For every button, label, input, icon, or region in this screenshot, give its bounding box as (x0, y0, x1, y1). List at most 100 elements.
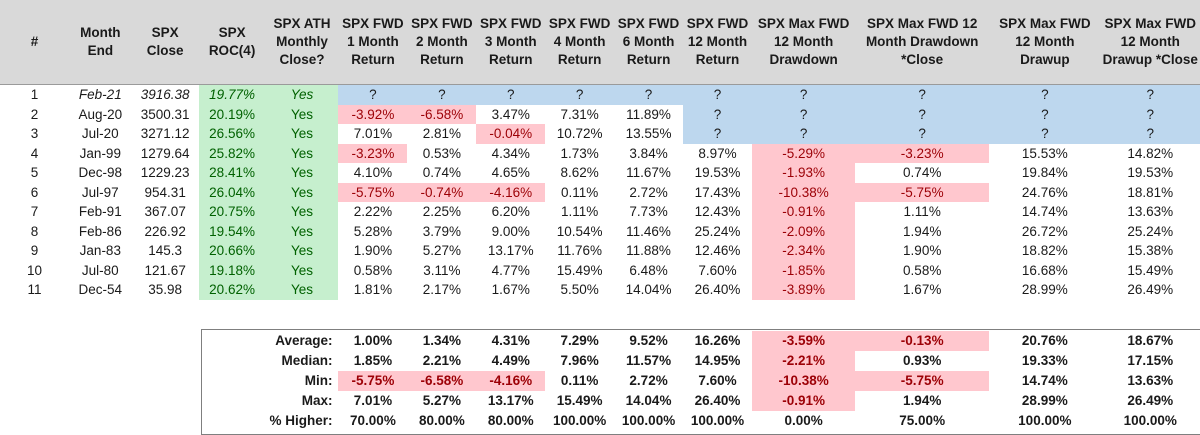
table-cell: Dec-54 (78, 282, 123, 297)
table-cell: 0.74% (422, 165, 461, 180)
table-cell: 35.98 (148, 282, 183, 297)
table-cell: -1.85% (751, 260, 856, 280)
table-cell: 19.53% (694, 165, 741, 180)
column-header: Month End (68, 0, 132, 85)
column-header: SPX Max FWD 12 Month Drawup (989, 0, 1101, 85)
summary-value: 100.00% (1123, 413, 1177, 428)
table-cell: 4 (30, 145, 39, 161)
table-cell: 15.49% (1127, 262, 1174, 278)
table-row: 3 Jul-20 3271.12 26.56% Yes 7.01% 2.81% -0.04% 1… (0, 124, 1200, 144)
summary-row: Average: 1.00% 1.34% 4.31% 7.29% 9.52% 16.26% -… (0, 331, 1200, 351)
table-cell: 1.11% (561, 204, 599, 219)
summary-spacer (132, 371, 199, 391)
table-cell: -3.23% (338, 143, 408, 163)
table-cell: Aug-20 (78, 106, 123, 122)
table-cell: 26.04% (198, 182, 266, 202)
table-cell: 11.67% (626, 165, 671, 180)
table-body: 1 Feb-21 3916.38 19.77% Yes?????????? 2 Aug-20… (0, 84, 1200, 300)
table-cell: 19.54% (198, 221, 266, 241)
summary-label: Min: (304, 373, 333, 388)
table-cell: Feb-86 (78, 223, 122, 239)
table-cell: 25.24% (694, 223, 741, 239)
table-cell: 1.73% (560, 145, 599, 161)
table-cell: 5 (30, 165, 39, 180)
table-cell: 3.11% (423, 262, 461, 278)
summary-value: 28.99% (1021, 393, 1068, 408)
summary-value: 17.15% (1127, 353, 1174, 368)
summary-value: 75.00% (899, 413, 946, 428)
summary-value: 100.00% (1018, 413, 1072, 428)
table-cell: 3.84% (629, 145, 668, 161)
table-cell: 15.53% (1021, 145, 1068, 161)
table-cell: Yes (265, 202, 339, 222)
summary-label: Max: (301, 393, 333, 408)
table-cell: 28.41% (198, 163, 266, 183)
table-cell: Jul-80 (81, 262, 119, 278)
table-cell: Jul-20 (81, 126, 119, 141)
table-cell: 19.18% (198, 260, 266, 280)
table-cell: 1.94% (903, 223, 942, 239)
table-cell: 954.31 (144, 184, 186, 200)
table-cell: 2.17% (422, 282, 461, 297)
table-cell: ? (683, 124, 752, 144)
table-cell: 1229.23 (140, 165, 190, 180)
table-cell: ? (855, 84, 990, 105)
table-cell: 1.67% (491, 282, 530, 297)
table-cell: -4.16% (476, 182, 546, 202)
column-header: SPX Max FWD 12 Month Drawdown (751, 0, 856, 85)
table-cell: 11.88% (626, 243, 671, 258)
table-cell: 1279.64 (140, 145, 190, 161)
table-cell: Jan-83 (79, 243, 121, 258)
table-cell: 20.75% (198, 202, 266, 222)
summary-value: 100.00% (553, 413, 607, 428)
summary-value: 2.21% (422, 353, 461, 368)
table-cell: 3 (30, 126, 39, 141)
table-cell: 0.58% (353, 262, 393, 278)
table-cell: 13.17% (487, 243, 534, 258)
table-cell: -2.09% (751, 221, 856, 241)
table-cell: Yes (265, 124, 339, 144)
table-cell: ? (476, 84, 546, 105)
table-cell: 18.82% (1021, 243, 1068, 258)
summary-row: Median: 1.85% 2.21% 4.49% 7.96% 11.57% 14.95% -… (0, 351, 1200, 371)
table-cell: ? (751, 104, 856, 124)
summary-value: -0.13% (855, 331, 990, 351)
summary-spacer (0, 411, 69, 431)
table-cell: 26.56% (198, 124, 266, 144)
summary-value: 18.67% (1127, 333, 1174, 348)
table-cell: 9.00% (491, 223, 530, 239)
table-cell: 11.46% (626, 223, 671, 239)
table-cell: 4.10% (353, 165, 393, 180)
table-cell: ? (338, 84, 408, 105)
table-cell: 26.49% (1127, 282, 1174, 297)
table-cell: -0.91% (751, 202, 856, 222)
table-cell: -6.58% (407, 104, 477, 124)
table-cell: 20.66% (198, 241, 266, 261)
summary-value: 26.40% (694, 393, 741, 408)
summary-value: -5.75% (855, 371, 990, 391)
table-cell: 14.82% (1127, 145, 1174, 161)
table-cell: 4.34% (491, 145, 530, 161)
table-cell: 10.54% (556, 223, 603, 239)
table-cell: 1 (30, 87, 39, 102)
table-cell: -1.93% (751, 163, 856, 183)
table-cell: Yes (265, 84, 339, 105)
table-cell: 3.47% (491, 106, 530, 122)
summary-spacer (199, 331, 266, 351)
summary-spacer (0, 351, 69, 371)
table-cell: ? (545, 84, 615, 105)
column-header: SPX FWD 6 Month Return (614, 0, 684, 85)
table-cell: 10 (26, 262, 42, 278)
table-cell: 7.60% (698, 262, 737, 278)
table-row: 9 Jan-83 145.3 20.66% Yes 1.90% 5.27% 13.17% 11.… (0, 241, 1200, 261)
summary-spacer (132, 331, 199, 351)
summary-value: 13.17% (487, 393, 534, 408)
table-cell: ? (1100, 84, 1200, 105)
table-row: 7 Feb-91 367.07 20.75% Yes 2.22% 2.25% 6.20% 1.1… (0, 202, 1200, 222)
summary-value: 1.85% (353, 353, 393, 368)
table-cell: 19.77% (198, 84, 266, 105)
table-cell: 2.72% (629, 184, 668, 200)
table-cell: 9 (30, 243, 39, 258)
table-row: 8 Feb-86 226.92 19.54% Yes 5.28% 3.79% 9.00% 10.… (0, 221, 1200, 241)
table-cell: 3271.12 (140, 126, 190, 141)
